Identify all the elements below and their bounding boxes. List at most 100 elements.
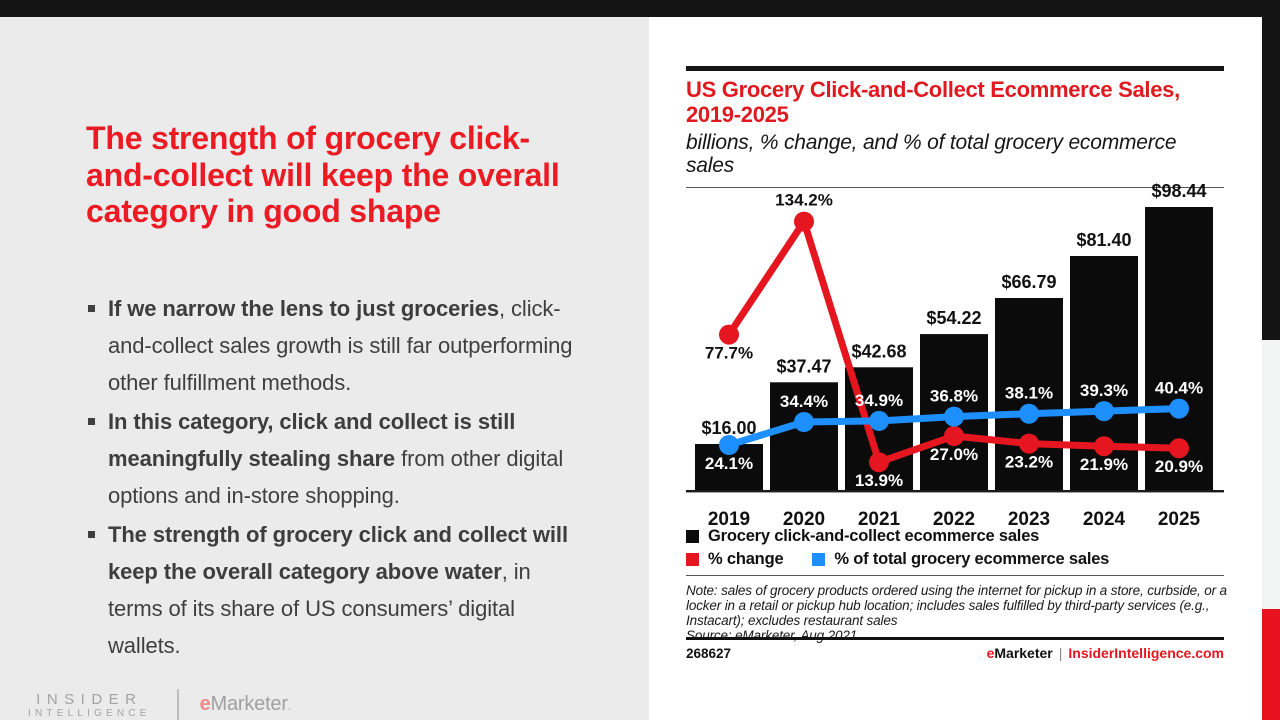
headline-line: category in good shape: [86, 193, 441, 229]
chart-title-line: US Grocery Click-and-Collect Ecommerce S…: [686, 77, 1180, 102]
bar-value-label: $16.00: [701, 418, 756, 438]
top-bar: [0, 0, 1280, 17]
pct-of-total-dot-2023: [1019, 403, 1039, 424]
note-line: Note: sales of grocery products ordered …: [686, 583, 1227, 598]
chart-subtitle-line: billions, % change, and % of total groce…: [686, 131, 1177, 154]
bullet-item: If we narrow the lens to just groceries,…: [88, 290, 580, 401]
x-tick-2022: 2022: [933, 509, 975, 530]
bar-value-label: $37.47: [776, 356, 831, 376]
chart-title: US Grocery Click-and-Collect Ecommerce S…: [686, 77, 1231, 127]
chart-id-number: 268627: [686, 646, 732, 661]
x-axis-line: [686, 490, 1224, 493]
headline-line: The strength of grocery click-: [86, 120, 530, 156]
emarketer-e: e: [199, 693, 211, 715]
legend-swatch-bars: [686, 530, 699, 543]
legend-label: % of total grocery ecommerce sales: [834, 550, 1110, 568]
legend-note-rule: [686, 575, 1224, 576]
pct-change-label: 21.9%: [1080, 455, 1128, 474]
pct-change-label: 77.7%: [705, 344, 753, 363]
right-edge-black-strip: [1262, 17, 1280, 340]
legend-swatch-pct-change: [686, 553, 699, 566]
insider-intelligence-emarketer-logo: INSIDER INTELLIGENCE eMarketer.: [28, 689, 292, 720]
x-tick-2024: 2024: [1083, 509, 1126, 530]
pct-of-total-label: 40.4%: [1155, 379, 1203, 398]
pct-of-total-label: 36.8%: [930, 387, 978, 406]
pct-change-label: 27.0%: [930, 445, 978, 464]
legend-swatch-pct-of-total: [812, 553, 826, 566]
x-tick-2019: 2019: [708, 509, 750, 530]
pct-of-total-dot-2021: [869, 410, 889, 431]
pct-of-total-label: 34.9%: [855, 391, 903, 410]
insider-intelligence-wordmark: INSIDER INTELLIGENCE: [28, 689, 151, 720]
bar-value-label: $42.68: [851, 341, 906, 361]
bullet-regular-text: , click-and-collect sales growth is stil…: [108, 296, 573, 395]
pct-change-label: 134.2%: [775, 191, 833, 210]
right-edge-gray-strip: [1262, 340, 1280, 609]
pct-change-label: 13.9%: [855, 471, 903, 490]
pct-change-label: 23.2%: [1005, 453, 1053, 472]
pct-of-total-dot-2025: [1169, 398, 1189, 419]
pct-of-total-label: 39.3%: [1080, 381, 1128, 400]
bullet-item: The strength of grocery click and collec…: [88, 516, 580, 664]
bullet-list: If we narrow the lens to just groceries,…: [88, 290, 580, 666]
pct-of-total-dot-2020: [794, 412, 814, 432]
bar-2023: [995, 298, 1063, 490]
pct-change-dot-2024: [1094, 436, 1114, 457]
note-line: Instacart); excludes restaurant sales: [686, 613, 898, 628]
bar-line-chart-plot: 2019 2020 2021 2022 2023 2024 2025 $16.00 $37.47…: [686, 181, 1224, 530]
headline-line: and-collect will keep the overall: [86, 156, 560, 193]
chart-subtitle: billions, % change, and % of total groce…: [686, 131, 1231, 177]
bullet-regular-text: , in terms of its share of US consumers’…: [108, 559, 531, 658]
pct-of-total-label: 24.1%: [705, 454, 753, 473]
emarketer-wordmark: eMarketer.: [200, 689, 293, 719]
slide-headline: The strength of grocery click- and-colle…: [86, 120, 596, 230]
x-tick-2021: 2021: [858, 509, 901, 530]
bullet-bold-text: The strength of grocery click and collec…: [108, 522, 568, 584]
bullet-regular-text: from other digital options and in-store …: [108, 446, 564, 508]
pct-of-total-label: 38.1%: [1005, 384, 1053, 403]
pct-change-dot-2023: [1019, 433, 1039, 454]
note-line: locker in a retail or pickup hub locatio…: [686, 598, 1210, 613]
legend-label: % change: [708, 550, 784, 568]
legend-row: % change % of total grocery ecommerce sa…: [686, 548, 1224, 571]
pct-of-total-label: 34.4%: [780, 392, 828, 411]
pct-change-dot-2019: [719, 324, 739, 345]
bar-value-label: $98.44: [1151, 181, 1206, 201]
x-tick-2023: 2023: [1008, 509, 1050, 530]
x-tick-2025: 2025: [1158, 509, 1201, 530]
legend-row: Grocery click-and-collect ecommerce sale…: [686, 525, 1224, 548]
emarketer-rest: Marketer: [210, 693, 287, 715]
legend-label: Grocery click-and-collect ecommerce sale…: [708, 527, 1040, 545]
pct-of-total-dot-2022: [944, 406, 964, 427]
chart-card: US Grocery Click-and-Collect Ecommerce S…: [649, 17, 1262, 720]
bullet-bold-text: If we narrow the lens to just groceries: [108, 296, 499, 321]
pct-change-dot-2022: [944, 426, 964, 446]
bar-value-label: $54.22: [926, 308, 981, 328]
bullet-item: In this category, click and collect is s…: [88, 403, 580, 514]
chart-title-line: 2019-2025: [686, 102, 789, 127]
pct-change-label: 20.9%: [1155, 457, 1203, 476]
footer-branding: eMarketer | InsiderIntelligence.com: [987, 645, 1224, 661]
pct-change-dot-2020: [794, 211, 814, 232]
bar-2020: [770, 382, 838, 490]
logo-intelligence-text: INTELLIGENCE: [28, 708, 151, 719]
emarketer-mark: .: [286, 693, 293, 715]
footer-emarketer-rest: Marketer: [994, 645, 1053, 661]
bullet-bold-text: In this category, click and collect is s…: [108, 409, 516, 471]
chart-bottom-rule: [686, 637, 1224, 640]
pct-of-total-dot-2019: [719, 435, 739, 455]
chart-header-rule: [686, 187, 1224, 188]
footer-site-link[interactable]: InsiderIntelligence.com: [1068, 645, 1224, 661]
bar-value-label: $81.40: [1076, 230, 1131, 250]
footer-divider: |: [1058, 645, 1063, 661]
pct-change-dot-2021: [869, 452, 889, 473]
logo-insider-text: INSIDER: [36, 691, 143, 708]
logo-divider: [177, 689, 180, 720]
x-tick-2020: 2020: [783, 509, 825, 530]
chart-subtitle-line: sales: [686, 153, 735, 177]
chart-top-rule: [686, 66, 1224, 71]
right-edge-red-strip: [1262, 609, 1280, 720]
pct-of-total-dot-2024: [1094, 401, 1114, 422]
chart-footer: 268627 eMarketer | InsiderIntelligence.com: [686, 645, 1224, 661]
chart-legend: Grocery click-and-collect ecommerce sale…: [686, 525, 1224, 571]
